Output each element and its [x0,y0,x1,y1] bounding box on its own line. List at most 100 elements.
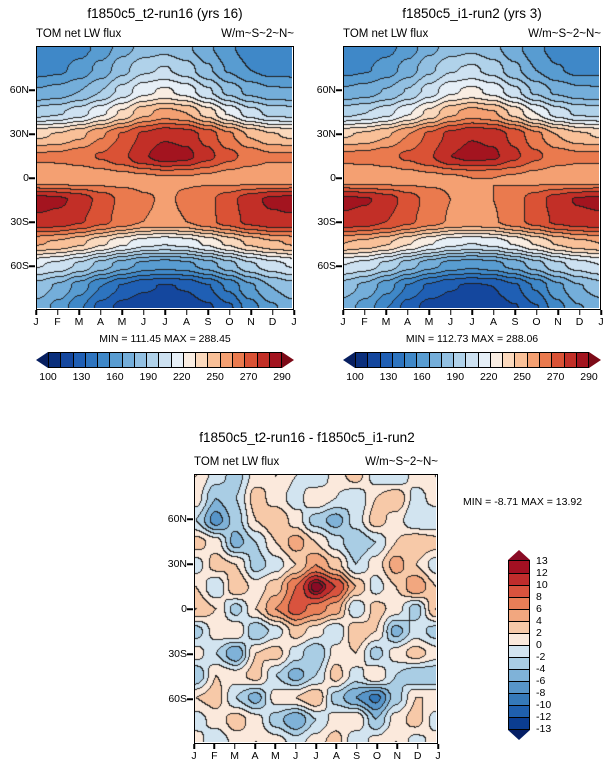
month-tick [514,310,516,315]
month-tick-label: F [54,316,61,328]
colorbar-box [391,353,405,367]
month-tick [78,310,80,315]
colorbar-tick-label: 250 [513,371,531,383]
colorbar-over-arrow [282,352,294,368]
month-tick [600,310,602,315]
month-tick [250,310,252,315]
colorbar-tick-label: 100 [39,371,57,383]
lat-tick-label: 60S [10,260,29,272]
contour-canvas-diff [195,475,436,742]
month-axis-ticks [35,310,295,315]
colorbar-tick-label: 4 [536,615,542,627]
month-tick [437,744,439,749]
contour-plot-run16 [36,46,294,310]
units-label-run16: W/m~S~2~N~ [221,28,294,40]
lat-tick-label: 60S [168,693,187,705]
colorbar-box [477,353,490,367]
month-tick-label: J [293,750,299,762]
month-tick [207,310,209,315]
colorbar-run16 [36,352,294,368]
lat-tick [29,133,35,135]
units-label-diff: W/m~S~2~N~ [365,456,438,468]
colorbar-tick-label: -13 [536,723,552,735]
month-tick [121,310,123,315]
month-tick-label: S [204,316,212,328]
colorbar-under-arrow [36,352,48,368]
month-tick [228,310,231,315]
lat-tick-label: 30S [168,648,187,660]
colorbar-tick-label: 130 [379,371,398,383]
colorbar-tick-label: 250 [206,371,224,383]
month-tick-label: J [435,750,441,762]
colorbar-box [440,353,454,367]
colorbar-box [416,353,429,367]
month-axis-ticks [342,310,602,315]
colorbar-box [256,353,269,367]
month-tick-label: A [403,316,412,328]
colorbar-tick-label: 270 [239,371,258,383]
month-tick [233,744,236,749]
colorbar-box [231,353,245,367]
lat-tick [187,698,193,700]
contour-canvas-run16 [37,47,292,308]
lat-tick [336,265,342,267]
lat-tick [187,563,193,565]
panel-title-diff: f1850c5_t2-run16 - f1850c5_i1-run2 [199,430,415,445]
colorbar-box [146,353,159,367]
month-tick-label: S [353,750,361,762]
minmax-label-run16: MIN = 111.45 MAX = 288.45 [99,333,231,345]
field-label-diff: TOM net LW flux [194,456,280,468]
lat-tick-label: 60N [167,513,187,525]
colorbar-tick-label: 10 [536,579,548,591]
colorbar-tick-label: 220 [479,371,498,383]
lat-tick [336,133,342,135]
colorbar-box [453,353,466,367]
month-tick-label: D [268,316,277,328]
colorbar-box [219,353,232,367]
month-tick-label: F [361,316,368,328]
colorbar-labels-diff: 13 12 10 8 6 4 2 0 -2 -4 -6 -8 -10 -12 -13 [536,555,570,735]
colorbar-box [502,353,515,367]
month-tick-label: A [96,316,105,328]
colorbar-box [509,681,529,693]
colorbar-box [356,353,368,367]
month-tick [471,310,473,315]
colorbar-box [84,353,98,367]
colorbar-box [244,353,257,367]
month-tick [335,744,338,749]
month-tick-label: J [162,316,168,328]
lat-axis-ticks [336,46,342,310]
lat-tick-label: 30S [10,216,29,228]
colorbar-labels-run2: 100 130 160 190 220 250 270 290 [346,371,598,385]
colorbar-box [60,353,73,367]
month-tick-label: D [575,316,584,328]
month-tick [293,310,295,315]
month-tick-label: N [554,316,562,328]
lat-tick [29,265,35,267]
month-tick [271,310,274,315]
month-tick-label: J [469,316,475,328]
month-tick-label: J [313,750,319,762]
month-tick [535,310,538,315]
month-tick-label: A [332,750,340,762]
colorbar-over-arrow [589,352,601,368]
colorbar-box [509,597,529,609]
colorbar-tick-label: 220 [172,371,191,383]
month-tick [164,310,166,315]
colorbar-box [509,645,529,657]
lat-axis-labels: 60N 30N 0 30S 60S [307,46,336,310]
lat-tick-label: 0 [181,603,187,615]
month-tick [274,744,277,749]
month-tick [185,310,188,315]
colorbar-boxes [48,352,282,368]
colorbar-box [489,353,503,367]
colorbar-box [509,573,529,585]
colorbar-box [509,621,529,633]
month-tick-label: J [598,316,604,328]
lat-tick [29,177,35,179]
colorbar-tick-label: 290 [580,371,598,383]
month-tick-label: J [291,316,297,328]
lat-axis-ticks [187,474,193,744]
